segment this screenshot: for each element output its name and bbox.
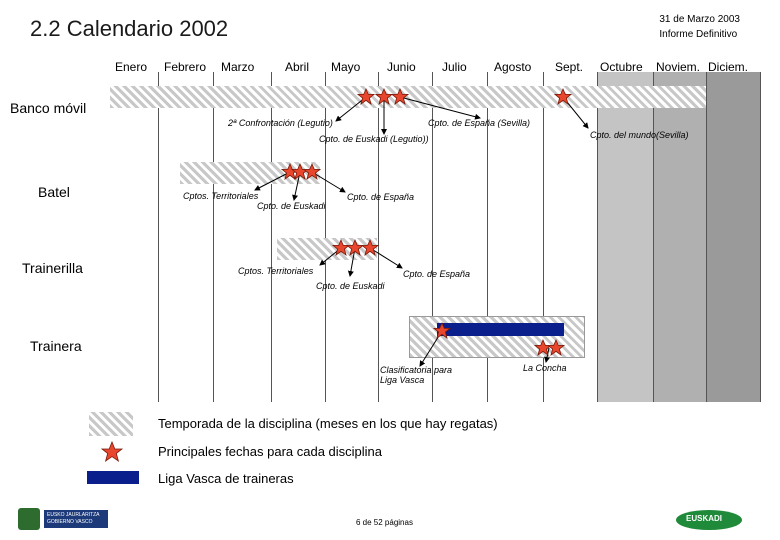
- annotation-banco-euskadi: Cpto. de Euskadi (Legutio)): [319, 134, 429, 144]
- legend-season-text: Temporada de la disciplina (meses en los…: [158, 416, 498, 431]
- annotation-clasificatoria-line2: Liga Vasca: [380, 375, 425, 385]
- month-febrero: Febrero: [164, 60, 207, 74]
- month-agosto: Agosto: [494, 60, 532, 74]
- row-label-batel: Batel: [38, 184, 70, 200]
- star-icon: [547, 339, 565, 356]
- star-icon: [303, 163, 321, 180]
- annotation-trainerilla-territoriales: Cptos. Territoriales: [238, 266, 314, 276]
- legend-swatch-league: [87, 471, 139, 484]
- row-label-trainera: Trainera: [30, 338, 82, 354]
- month-marzo: Marzo: [221, 60, 255, 74]
- arrow-line: [335, 96, 367, 122]
- row-label-banco-movil: Banco móvil: [10, 100, 87, 116]
- grid-line: [653, 72, 654, 402]
- month-octubre: Octubre: [600, 60, 643, 74]
- gobierno-vasco-logo: EUSKO JAURLARITZA GOBIERNO VASCO: [18, 508, 108, 530]
- logo-text-line2: GOBIERNO VASCO: [47, 519, 93, 525]
- season-bar-trainerilla: [277, 238, 377, 260]
- coat-of-arms-icon: [18, 508, 40, 530]
- annotation-banco-confrontacion: 2ª Confrontación (Legutio): [228, 118, 333, 128]
- grid-line: [760, 72, 761, 402]
- grid-line: [487, 72, 488, 402]
- month-enero: Enero: [115, 60, 148, 74]
- star-icon: [534, 339, 552, 356]
- report-date: 31 de Marzo 2003: [659, 14, 740, 25]
- euskadi-logo-text: EUSKADI: [686, 514, 723, 523]
- row-label-trainerilla: Trainerilla: [22, 260, 83, 276]
- report-status: Informe Definitivo: [659, 29, 738, 40]
- arrow-line: [292, 171, 301, 201]
- grid-line: [543, 72, 544, 402]
- month-column-diciembre: [706, 72, 760, 402]
- grid-line: [271, 72, 272, 402]
- euskadi-logo: EUSKADI: [672, 508, 746, 532]
- month-septiembre: Sept.: [555, 60, 584, 74]
- liga-vasca-bar: [437, 323, 564, 336]
- report-header: 31 de Marzo 2003 Informe Definitivo: [659, 12, 740, 42]
- page-number: 6 de 52 páginas: [356, 518, 413, 527]
- annotation-trainera-concha: La Concha: [523, 363, 567, 373]
- grid-line: [706, 72, 707, 402]
- star-icon: [554, 88, 572, 105]
- season-bar-banco-movil: [110, 86, 706, 108]
- star-icon: [433, 322, 451, 339]
- grid-line: [378, 72, 379, 402]
- month-julio: Julio: [442, 60, 467, 74]
- legend-league-text: Liga Vasca de traineras: [158, 471, 294, 486]
- annotation-batel-territoriales: Cptos. Territoriales: [183, 191, 259, 201]
- arrow-line: [399, 96, 481, 120]
- month-column-octubre: [597, 72, 653, 402]
- legend-dates-text: Principales fechas para cada disciplina: [158, 444, 383, 459]
- arrow-line: [311, 171, 346, 193]
- logo-text-line1: EUSKO JAURLARITZA: [47, 512, 100, 518]
- annotation-trainera-clasificatoria: Clasificatoria para Liga Vasca: [380, 365, 452, 385]
- month-junio: Junio: [387, 60, 416, 74]
- star-icon: [346, 239, 364, 256]
- grid-line: [213, 72, 214, 402]
- annotation-batel-espana: Cpto. de España: [347, 192, 415, 202]
- star-icon: [361, 239, 379, 256]
- grid-line: [325, 72, 326, 402]
- arrow-line: [254, 171, 291, 191]
- logo-plate: EUSKO JAURLARITZA GOBIERNO VASCO: [44, 510, 108, 528]
- annotation-trainerilla-euskadi: Cpto. de Euskadi: [316, 281, 385, 291]
- grid-line: [158, 72, 159, 402]
- arrow-line: [347, 247, 356, 277]
- annotation-clasificatoria-line1: Clasificatoria para: [380, 365, 453, 375]
- month-diciembre: Diciem.: [708, 60, 749, 74]
- month-abril: Abril: [285, 60, 310, 74]
- euskadi-logo-shape: [676, 510, 742, 530]
- grid-line: [432, 72, 433, 402]
- legend-star-icon: [100, 440, 124, 462]
- annotation-banco-espana: Cpto. de España (Sevilla): [428, 118, 531, 128]
- legend-swatch-season: [89, 412, 133, 436]
- month-mayo: Mayo: [331, 60, 361, 74]
- arrow-line: [369, 247, 403, 269]
- annotation-batel-euskadi: Cpto. de Euskadi: [257, 201, 326, 211]
- month-column-noviembre: [653, 72, 706, 402]
- annotation-trainerilla-espana: Cpto. de España: [403, 269, 471, 279]
- star-icon: [391, 88, 409, 105]
- page-title: 2.2 Calendario 2002: [30, 16, 229, 41]
- month-noviembre: Noviem.: [656, 60, 701, 74]
- annotation-banco-mundo: Cpto. del mundo(Sevilla): [590, 130, 689, 140]
- grid-line: [597, 72, 598, 402]
